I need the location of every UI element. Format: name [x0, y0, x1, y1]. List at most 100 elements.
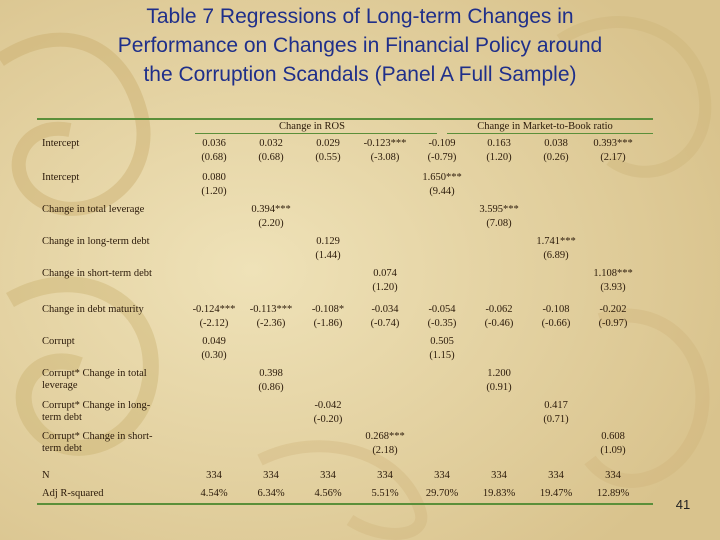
- row-label-line-1: Corrupt* Change in short-: [42, 431, 153, 442]
- coefficient-cell: -0.062: [485, 304, 513, 315]
- group-underline-ros: [195, 133, 437, 134]
- coefficient-cell: 1.650***: [422, 172, 462, 183]
- r2-label: Adj R-squared: [42, 488, 104, 499]
- t-stat-cell: (2.20): [258, 218, 284, 229]
- n-value-cell: 334: [320, 470, 336, 481]
- coefficient-cell: -0.034: [371, 304, 399, 315]
- coefficient-cell: -0.042: [314, 400, 342, 411]
- row-label: Intercept: [42, 172, 182, 184]
- r2-value-cell: 5.51%: [371, 488, 399, 499]
- row-label: Corrupt* Change in total leverage: [42, 368, 182, 392]
- regression-table: Change in ROS Change in Market-to-Book r…: [37, 118, 653, 508]
- row-label: Change in short-term debt: [42, 268, 182, 280]
- coefficient-cell: 0.505: [430, 336, 454, 347]
- t-stat-cell: (0.68): [258, 152, 284, 163]
- t-stat-cell: (6.89): [543, 250, 569, 261]
- row-label-line-1: Change in long-term debt: [42, 236, 150, 247]
- t-stat-cell: (0.86): [258, 382, 284, 393]
- coefficient-cell: 0.049: [202, 336, 226, 347]
- row-label-line-1: Change in debt maturity: [42, 304, 144, 315]
- t-stat-cell: (3.93): [600, 282, 626, 293]
- row-label: Corrupt* Change in long-term debt: [42, 400, 182, 424]
- n-value-cell: 334: [434, 470, 450, 481]
- coefficient-cell: -0.202: [599, 304, 627, 315]
- coefficient-cell: 3.595***: [479, 204, 519, 215]
- row-label-line-1: Corrupt* Change in long-: [42, 400, 151, 411]
- row-label-line-1: Change in total leverage: [42, 204, 145, 215]
- coefficient-cell: 1.108***: [593, 268, 633, 279]
- group-header-ros: Change in ROS: [279, 121, 345, 132]
- t-stat-cell: (0.91): [486, 382, 512, 393]
- n-value-cell: 334: [263, 470, 279, 481]
- title-line-1: Table 7 Regressions of Long-term Changes…: [146, 5, 574, 28]
- page-number: 41: [675, 497, 691, 512]
- title-line-3: the Corruption Scandals (Panel A Full Sa…: [143, 63, 577, 86]
- t-stat-cell: (-0.97): [598, 318, 628, 329]
- row-label-line-1: Intercept: [42, 138, 80, 149]
- t-stat-cell: (1.20): [201, 186, 227, 197]
- coefficient-cell: 0.398: [259, 368, 283, 379]
- coefficient-cell: 0.608: [601, 431, 625, 442]
- row-label-line-1: Intercept: [42, 172, 80, 183]
- coefficient-cell: -0.123***: [363, 138, 407, 149]
- title-line-2: Performance on Changes in Financial Poli…: [117, 34, 603, 57]
- n-value-cell: 334: [491, 470, 507, 481]
- t-stat-cell: (0.55): [315, 152, 341, 163]
- t-stat-cell: (1.15): [429, 350, 455, 361]
- t-stat-cell: (2.18): [372, 445, 398, 456]
- coefficient-cell: -0.124***: [192, 304, 236, 315]
- row-label: Change in long-term debt: [42, 236, 182, 248]
- t-stat-cell: (7.08): [486, 218, 512, 229]
- row-label-line-2: leverage: [42, 380, 78, 391]
- t-stat-cell: (-2.12): [199, 318, 229, 329]
- coefficient-cell: -0.109: [428, 138, 456, 149]
- coefficient-cell: 0.038: [544, 138, 568, 149]
- table-top-rule: [37, 118, 653, 120]
- row-label-line-2: term debt: [42, 443, 82, 454]
- coefficient-cell: 0.393***: [593, 138, 633, 149]
- row-label: Change in debt maturity: [42, 304, 182, 316]
- coefficient-cell: 0.080: [202, 172, 226, 183]
- coefficient-cell: 0.163: [487, 138, 511, 149]
- t-stat-cell: (1.09): [600, 445, 626, 456]
- t-stat-cell: (-3.08): [370, 152, 400, 163]
- t-stat-cell: (-2.36): [256, 318, 286, 329]
- r2-value-cell: 6.34%: [257, 488, 285, 499]
- t-stat-cell: (0.68): [201, 152, 227, 163]
- t-stat-cell: (-0.46): [484, 318, 514, 329]
- row-label: Corrupt* Change in short-term debt: [42, 431, 182, 455]
- r2-value-cell: 4.54%: [200, 488, 228, 499]
- r2-value-cell: 29.70%: [425, 488, 459, 499]
- row-label: Intercept: [42, 138, 182, 150]
- row-label: Change in total leverage: [42, 204, 182, 216]
- n-value-cell: 334: [548, 470, 564, 481]
- coefficient-cell: 0.129: [316, 236, 340, 247]
- row-label-line-1: Change in short-term debt: [42, 268, 152, 279]
- row-label: Corrupt: [42, 336, 182, 348]
- t-stat-cell: (0.26): [543, 152, 569, 163]
- coefficient-cell: 0.032: [259, 138, 283, 149]
- t-stat-cell: (0.30): [201, 350, 227, 361]
- table-bottom-rule: [37, 503, 653, 505]
- row-label-line-2: term debt: [42, 412, 82, 423]
- coefficient-cell: 0.268***: [365, 431, 405, 442]
- r2-value-cell: 19.47%: [539, 488, 573, 499]
- r2-value-cell: 4.56%: [314, 488, 342, 499]
- n-value-cell: 334: [206, 470, 222, 481]
- t-stat-cell: (-0.66): [541, 318, 571, 329]
- coefficient-cell: 0.394***: [251, 204, 291, 215]
- t-stat-cell: (-0.35): [427, 318, 457, 329]
- t-stat-cell: (-0.79): [427, 152, 457, 163]
- row-label-line-1: Corrupt: [42, 336, 75, 347]
- n-label: N: [42, 470, 50, 481]
- row-label-line-1: Corrupt* Change in total: [42, 368, 147, 379]
- t-stat-cell: (-1.86): [313, 318, 343, 329]
- t-stat-cell: (1.20): [372, 282, 398, 293]
- r2-value-cell: 12.89%: [596, 488, 630, 499]
- slide-title: Table 7 Regressions of Long-term Changes…: [20, 2, 700, 89]
- t-stat-cell: (1.20): [486, 152, 512, 163]
- group-underline-mtb: [447, 133, 653, 134]
- n-value-cell: 334: [377, 470, 393, 481]
- r2-value-cell: 19.83%: [482, 488, 516, 499]
